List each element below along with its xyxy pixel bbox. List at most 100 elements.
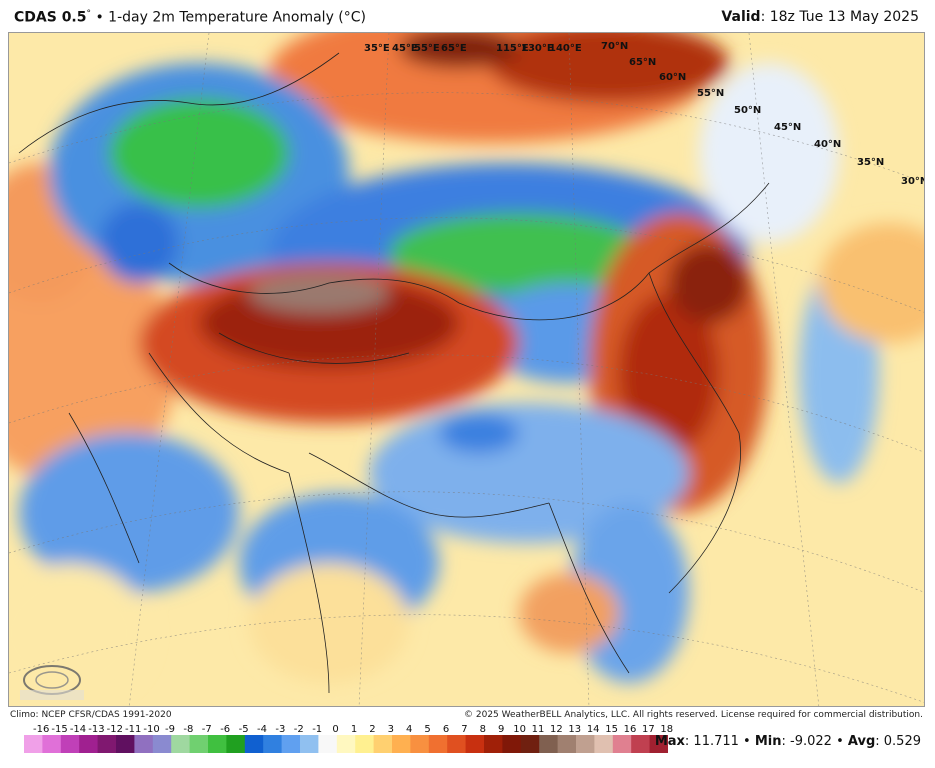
colorbar-tick-label: -7 — [201, 724, 212, 735]
lat-label-55: 55°N — [697, 88, 724, 99]
anomaly-field — [9, 33, 924, 703]
colorbar-swatch — [502, 735, 522, 753]
colorbar-tick-label: 0 — [332, 724, 339, 735]
colorbar-tick-label: -12 — [106, 724, 123, 735]
colorbar-tick-label: 4 — [406, 724, 413, 735]
colorbar-swatch — [428, 735, 448, 753]
colorbar-tick-label: -3 — [275, 724, 286, 735]
graticule — [9, 33, 924, 706]
colorbar-tick-label: 13 — [568, 724, 582, 735]
colorbar-swatch — [392, 735, 411, 753]
title-text: • 1-day 2m Temperature Anomaly (°C) — [91, 9, 367, 26]
colorbar-swatch — [649, 735, 668, 753]
valid-time: Valid: 18z Tue 13 May 2025 — [721, 9, 919, 25]
colorbar-swatch — [318, 735, 338, 753]
colorbar-tick-label: 17 — [642, 724, 655, 735]
colorbar-swatch — [42, 735, 62, 753]
weatherbell-logo-icon — [20, 665, 84, 700]
colorbar-tick-label: -8 — [183, 724, 194, 735]
lon-label-140e: 140°E — [549, 43, 582, 54]
colorbar-swatch — [300, 735, 319, 753]
lat-label-45: 45°N — [774, 122, 801, 133]
colorbar-tick-label: -13 — [88, 724, 105, 735]
colorbar-swatch — [60, 735, 80, 753]
colorbar-swatch — [281, 735, 301, 753]
colorbar-tick-label: 11 — [531, 724, 545, 735]
colorbar-tick-label: 6 — [442, 724, 450, 735]
colorbar-swatch — [171, 735, 191, 753]
colorbar-tick-label: 2 — [369, 724, 376, 735]
lat-label-40: 40°N — [814, 139, 841, 150]
colorbar-tick-label: 9 — [498, 724, 505, 735]
lat-label-60: 60°N — [659, 72, 686, 83]
lon-label-65e: 65°E — [441, 43, 467, 54]
stats-separator: • — [738, 734, 755, 749]
colorbar-swatch — [373, 735, 393, 753]
colorbar-tick-label: -6 — [220, 724, 231, 735]
avg-value: : 0.529 — [875, 734, 921, 749]
colorbar-swatch — [410, 735, 430, 753]
colorbar-tick-label: -15 — [51, 724, 68, 735]
colorbar-tick-label: -4 — [257, 724, 267, 735]
max-label: Max — [654, 734, 685, 749]
valid-label: Valid — [721, 9, 761, 25]
stats-separator: • — [831, 734, 848, 749]
colorbar-tick-label: 5 — [424, 724, 431, 735]
copyright-note: © 2025 WeatherBELL Analytics, LLC. All r… — [464, 710, 923, 720]
colorbar — [24, 735, 668, 753]
colorbar-swatch — [244, 735, 264, 753]
min-value: : -9.022 — [781, 734, 832, 749]
lat-label-50: 50°N — [734, 105, 761, 116]
colorbar-tick-label: -14 — [69, 724, 87, 735]
colorbar-swatch — [631, 735, 651, 753]
colorbar-swatch — [189, 735, 209, 753]
anomaly-map[interactable]: 70°N 65°N 60°N 55°N 50°N 45°N 40°N 35°N … — [8, 32, 925, 707]
max-value: : 11.711 — [684, 734, 739, 749]
colorbar-swatch — [355, 735, 375, 753]
lat-label-70: 70°N — [601, 41, 628, 52]
colorbar-tick-label: 14 — [586, 724, 600, 735]
colorbar-tick-label: 10 — [513, 724, 526, 735]
lat-label-35: 35°N — [857, 157, 884, 168]
colorbar-swatch — [152, 735, 172, 753]
colorbar-tick-label: 1 — [350, 724, 358, 735]
colorbar-swatch — [24, 735, 43, 753]
colorbar-tick-label: 7 — [461, 724, 468, 735]
colorbar-swatch — [520, 735, 540, 753]
colorbar-tick-label: 3 — [387, 724, 394, 735]
min-label: Min — [754, 734, 782, 749]
climo-note: Climo: NCEP CFSR/CDAS 1991-2020 — [10, 710, 172, 720]
colorbar-tick-label: -16 — [33, 724, 50, 735]
colorbar-tick-label: 18 — [660, 724, 674, 735]
colorbar-tick-labels: -16 -15 -14 -13 -12 -11 -10 -9 -8 -7 -6 -5 -4 -3 -2 -1 0… — [14, 724, 678, 736]
colorbar-tick-label: -9 — [165, 724, 175, 735]
colorbar-swatch — [557, 735, 577, 753]
colorbar-swatch — [116, 735, 135, 753]
colorbar-tick-label: 15 — [605, 724, 618, 735]
colorbar-swatch — [484, 735, 503, 753]
colorbar-swatch — [208, 735, 227, 753]
colorbar-swatch — [79, 735, 99, 753]
colorbar-swatch — [465, 735, 485, 753]
product-name: CDAS 0.5 — [14, 9, 87, 26]
colorbar-tick-label: -11 — [125, 724, 142, 735]
colorbar-swatch — [226, 735, 246, 753]
colorbar-tick-label: -5 — [238, 724, 249, 735]
map-title: CDAS 0.5° • 1-day 2m Temperature Anomaly… — [14, 9, 366, 26]
colorbar-swatch — [336, 735, 356, 753]
country-borders — [18, 52, 770, 694]
colorbar-swatch — [612, 735, 632, 753]
colorbar-swatch — [576, 735, 595, 753]
summary-stats: Max: 11.711 • Min: -9.022 • Avg: 0.529 — [655, 734, 921, 749]
header: CDAS 0.5° • 1-day 2m Temperature Anomaly… — [0, 0, 935, 32]
colorbar-tick-label: 8 — [479, 724, 486, 735]
colorbar-swatch — [539, 735, 559, 753]
lat-label-30: 30°N — [901, 176, 925, 187]
colorbar-swatch — [447, 735, 467, 753]
colorbar-tick-label: -2 — [293, 724, 304, 735]
colorbar-swatch — [263, 735, 283, 753]
map-svg: 70°N 65°N 60°N 55°N 50°N 45°N 40°N 35°N … — [9, 33, 925, 706]
colorbar-swatch — [594, 735, 614, 753]
avg-label: Avg — [847, 734, 876, 749]
colorbar-swatch — [134, 735, 154, 753]
